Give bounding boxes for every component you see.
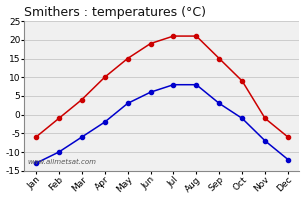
Text: Smithers : temperatures (°C): Smithers : temperatures (°C) [24,6,206,19]
Text: www.allmetsat.com: www.allmetsat.com [27,159,96,165]
